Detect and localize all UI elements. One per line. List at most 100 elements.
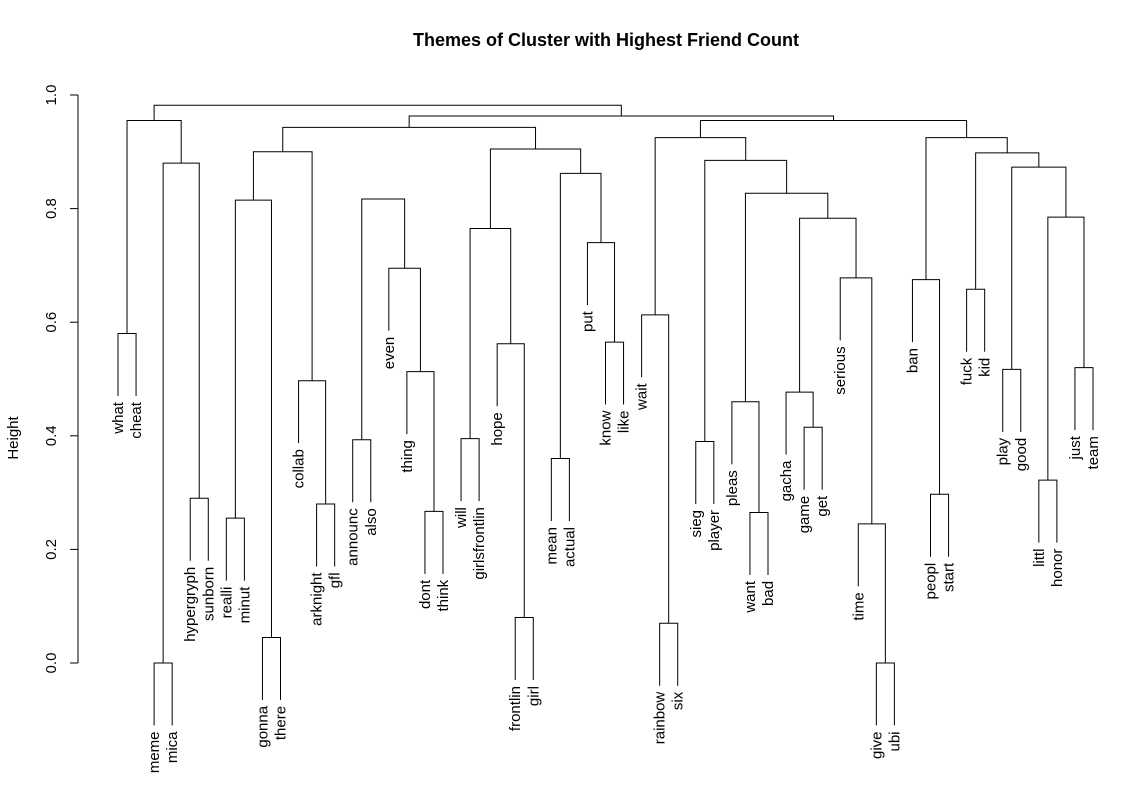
merge-link <box>966 288 986 352</box>
leaf-label-mean: mean <box>543 527 560 565</box>
merge-link <box>252 151 313 381</box>
leaf-label-just: just <box>1067 435 1084 460</box>
merge-link <box>261 636 281 700</box>
leaf-label-put: put <box>579 310 596 332</box>
leaf-label-start: start <box>941 562 958 592</box>
y-tick-label: 0.2 <box>43 539 60 560</box>
leaf-label-girlsfrontlin: girlsfrontlin <box>471 507 488 580</box>
merge-link <box>282 126 537 152</box>
leaf-label-announc: announc <box>345 508 362 566</box>
leaf-label-good: good <box>1013 438 1030 471</box>
leaf-label-wait: wait <box>634 382 651 411</box>
merge-link <box>1002 368 1022 432</box>
merge-link <box>839 277 873 524</box>
merge-link <box>361 198 406 440</box>
merge-link <box>550 458 570 521</box>
y-tick-label: 0.0 <box>43 653 60 674</box>
leaf-label-know: know <box>598 410 615 445</box>
leaf-label-pleas: pleas <box>724 470 741 506</box>
merge-link <box>930 493 950 557</box>
leaf-label-game: game <box>796 496 813 534</box>
merge-link <box>316 503 336 567</box>
leaf-label-bad: bad <box>760 581 777 606</box>
leaf-label-six: six <box>670 691 687 710</box>
merge-link <box>803 426 823 490</box>
merge-link <box>489 148 582 229</box>
merge-link <box>234 199 272 638</box>
leaf-label-peopl: peopl <box>923 563 940 600</box>
leaf-label-rainbow: rainbow <box>652 692 669 745</box>
leaf-label-dont: dont <box>417 579 434 609</box>
merge-link <box>699 120 968 138</box>
leaf-labels: what cheat meme mica hypergryph sunborn realli… <box>110 310 1102 773</box>
leaf-label-want: want <box>742 580 759 614</box>
dendrogram-links <box>117 104 1094 726</box>
merge-link <box>153 662 173 726</box>
leaf-label-even: even <box>381 337 398 370</box>
leaf-label-sunborn: sunborn <box>200 567 217 621</box>
merge-link <box>785 391 814 455</box>
leaf-label-gfl: gfl <box>327 572 344 588</box>
leaf-label-hope: hope <box>489 412 506 445</box>
merge-link <box>189 497 209 561</box>
leaf-label-serious: serious <box>832 346 849 394</box>
merge-link <box>911 279 941 495</box>
merge-link <box>225 517 245 581</box>
leaf-label-actual: actual <box>561 527 578 567</box>
merge-link <box>749 511 769 575</box>
merge-link <box>408 115 835 128</box>
leaf-label-hypergryph: hypergryph <box>182 567 199 642</box>
leaf-label-gacha: gacha <box>778 460 795 502</box>
leaf-label-team: team <box>1085 436 1102 469</box>
leaf-label-will: will <box>453 507 470 529</box>
y-tick-label: 1.0 <box>43 85 60 106</box>
leaf-label-littl: littl <box>1031 549 1048 567</box>
leaf-label-mica: mica <box>164 731 181 763</box>
merge-link <box>975 152 1040 290</box>
merge-link <box>126 120 182 334</box>
merge-link <box>117 333 137 397</box>
leaf-label-collab: collab <box>291 449 308 488</box>
leaf-label-arknight: arknight <box>309 572 326 626</box>
leaf-label-fuck: fuck <box>959 357 976 385</box>
leaf-label-play: play <box>995 437 1012 465</box>
leaf-label-meme: meme <box>146 731 163 773</box>
merge-link <box>605 341 625 405</box>
leaf-label-sieg: sieg <box>688 510 705 538</box>
leaf-label-what: what <box>110 401 127 435</box>
merge-link <box>744 192 829 402</box>
leaf-label-girl: girl <box>525 686 542 706</box>
merge-link <box>496 343 525 618</box>
merge-link <box>1074 367 1094 431</box>
merge-link <box>641 314 670 624</box>
merge-link <box>153 104 622 121</box>
merge-link <box>1038 479 1058 543</box>
leaf-label-like: like <box>616 411 633 434</box>
merge-link <box>514 617 534 681</box>
merge-link <box>460 438 480 502</box>
leaf-label-minut: minut <box>236 586 253 624</box>
merge-link <box>469 227 512 439</box>
y-axis-label: Height <box>5 415 22 459</box>
merge-link <box>654 137 747 315</box>
leaf-label-cheat: cheat <box>128 401 145 439</box>
leaf-label-think: think <box>435 579 452 611</box>
merge-link <box>695 440 715 504</box>
leaf-label-honor: honor <box>1049 549 1066 587</box>
leaf-label-realli: realli <box>218 587 235 619</box>
leaf-label-thing: thing <box>399 440 416 473</box>
merge-link <box>659 622 679 686</box>
leaf-label-there: there <box>273 706 290 740</box>
merge-link <box>925 137 1008 280</box>
leaf-label-give: give <box>868 731 885 759</box>
leaf-label-ubi: ubi <box>886 731 903 751</box>
y-tick-label: 0.8 <box>43 198 60 219</box>
leaf-label-gonna: gonna <box>254 705 271 747</box>
y-axis: 0.0 0.2 0.4 0.6 0.8 1.0 <box>43 85 79 674</box>
leaf-label-player: player <box>706 510 723 551</box>
merge-link <box>424 510 444 574</box>
merge-link <box>875 662 895 726</box>
leaf-label-time: time <box>850 592 867 620</box>
leaf-label-ban: ban <box>904 348 921 373</box>
